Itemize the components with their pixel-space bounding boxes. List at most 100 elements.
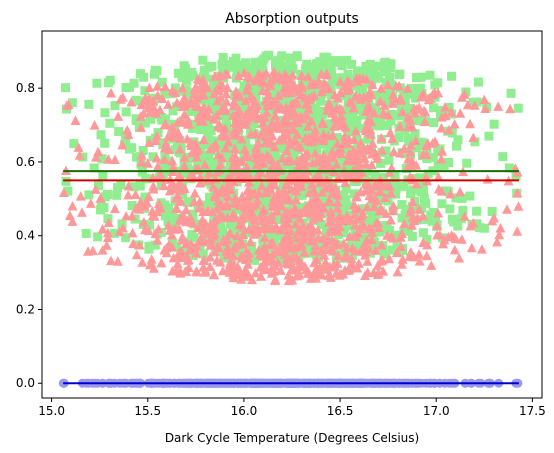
data-point <box>436 186 447 196</box>
data-point <box>340 177 351 187</box>
data-point <box>344 231 355 241</box>
data-point <box>228 130 239 140</box>
data-point <box>105 118 115 128</box>
data-point <box>279 190 290 201</box>
data-point <box>465 118 476 129</box>
data-point <box>403 112 414 122</box>
data-point <box>416 137 426 147</box>
data-point <box>350 220 361 230</box>
data-point <box>320 197 330 207</box>
data-point <box>175 196 186 206</box>
data-point <box>212 121 223 131</box>
data-point <box>350 125 361 136</box>
data-point <box>407 121 418 132</box>
data-point <box>84 190 94 200</box>
data-point <box>376 118 386 128</box>
data-point <box>110 101 120 111</box>
data-point <box>350 90 361 101</box>
data-point <box>153 128 163 138</box>
data-point <box>362 114 373 125</box>
data-point <box>405 146 416 157</box>
x-tick-label: 15.5 <box>134 404 161 418</box>
data-point <box>513 201 524 211</box>
data-point <box>355 94 366 104</box>
data-point <box>356 211 367 221</box>
data-point <box>373 90 383 100</box>
data-point <box>456 234 467 244</box>
data-point <box>277 153 288 163</box>
data-point <box>388 146 399 157</box>
data-point <box>433 171 444 182</box>
data-point <box>385 72 395 82</box>
data-point <box>313 61 323 71</box>
data-point <box>227 190 237 200</box>
data-point <box>236 250 247 261</box>
data-point <box>384 253 395 264</box>
data-point <box>240 254 251 265</box>
data-point <box>305 79 316 90</box>
data-point <box>63 99 74 109</box>
data-point <box>243 191 254 201</box>
data-point <box>384 181 395 191</box>
data-point <box>385 215 396 225</box>
x-axis-ticks: 15.0 15.5 16.0 16.5 17.0 17.5 <box>38 398 546 418</box>
data-point <box>324 226 335 237</box>
data-point <box>158 180 169 191</box>
data-point <box>103 154 114 164</box>
data-point <box>258 56 268 66</box>
data-point <box>152 206 163 217</box>
data-point <box>337 116 348 127</box>
data-point <box>435 144 445 154</box>
data-point <box>67 216 78 226</box>
data-point <box>151 130 162 141</box>
data-point <box>227 218 237 228</box>
chart-title: Absorption outputs <box>225 11 359 27</box>
data-point <box>328 151 339 162</box>
data-point <box>75 191 86 201</box>
data-point <box>346 145 356 155</box>
data-point <box>358 241 369 252</box>
data-point <box>238 210 249 220</box>
data-point <box>209 269 220 280</box>
data-point <box>112 183 122 193</box>
data-point <box>346 113 356 123</box>
data-point <box>359 232 369 242</box>
y-tick-label: 0.6 <box>16 155 35 169</box>
data-point <box>228 272 239 283</box>
data-point <box>406 189 416 199</box>
data-point <box>220 142 231 153</box>
data-point <box>305 136 316 147</box>
data-point <box>61 176 71 186</box>
data-point <box>382 230 393 240</box>
data-point <box>445 188 456 199</box>
data-point <box>296 70 307 80</box>
data-point <box>239 115 250 126</box>
data-point <box>332 133 342 143</box>
data-point <box>502 204 513 214</box>
data-point <box>421 149 432 159</box>
data-point <box>341 195 351 205</box>
data-point <box>321 156 332 167</box>
data-point <box>207 163 217 173</box>
data-point <box>136 156 147 167</box>
data-point <box>370 170 380 180</box>
data-point <box>324 136 334 146</box>
data-point <box>351 191 362 202</box>
data-point <box>212 255 223 265</box>
data-point <box>203 132 213 142</box>
data-point <box>261 187 272 197</box>
data-point <box>174 143 185 154</box>
data-point <box>147 210 158 221</box>
data-point <box>332 197 343 207</box>
data-point <box>372 269 383 279</box>
data-point <box>301 264 312 275</box>
data-point <box>185 137 196 148</box>
data-point <box>168 223 179 234</box>
data-point <box>323 222 333 232</box>
data-point <box>327 71 337 81</box>
data-point <box>329 121 340 131</box>
data-point <box>370 179 381 190</box>
data-point <box>197 77 208 88</box>
data-point <box>207 199 217 209</box>
data-point <box>392 230 402 240</box>
